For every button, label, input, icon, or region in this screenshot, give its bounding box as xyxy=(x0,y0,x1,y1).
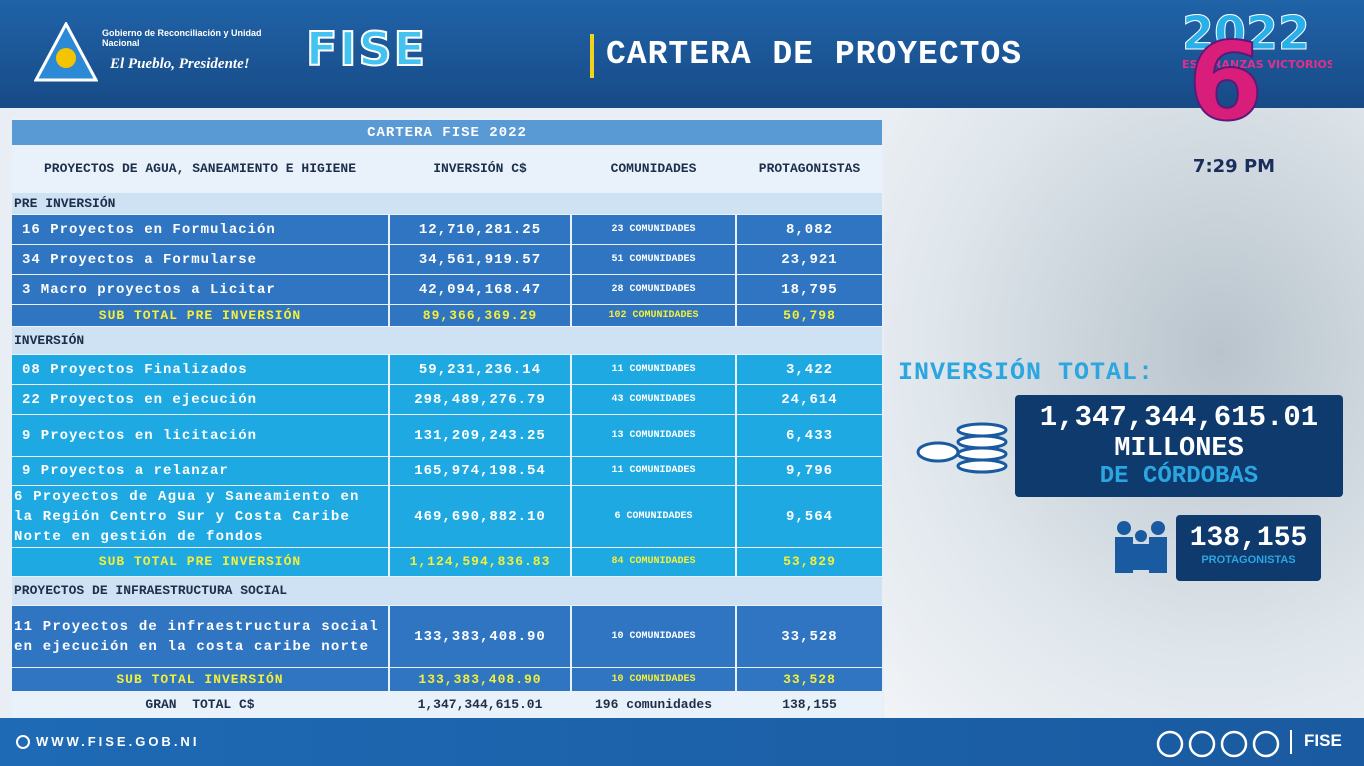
table-cell: 23,921 xyxy=(737,245,882,274)
table-cell: 28 COMUNIDADES xyxy=(572,275,735,304)
subtotal-cell: 53,829 xyxy=(737,548,882,576)
subtotal-cell: 10 COMUNIDADES xyxy=(572,668,735,691)
coins-icon xyxy=(916,422,1008,474)
divider xyxy=(590,34,594,78)
subtotal-cell: SUB TOTAL INVERSIÓN xyxy=(12,668,388,691)
gov-logo xyxy=(34,22,98,82)
table-cell: 12,710,281.25 xyxy=(390,215,570,244)
globe-icon xyxy=(16,735,30,749)
table-cell: 9,796 xyxy=(737,457,882,485)
table-cell: 13 COMUNIDADES xyxy=(572,415,735,456)
section-label: INVERSIÓN xyxy=(12,327,882,354)
column-header: PROYECTOS DE AGUA, SANEAMIENTO E HIGIENE xyxy=(12,146,388,192)
total-cell: GRAN TOTAL C$ xyxy=(12,692,388,718)
section-label: PROYECTOS DE INFRAESTRUCTURA SOCIAL xyxy=(12,577,882,605)
unit: DE CÓRDOBAS xyxy=(1099,463,1259,490)
table-cell: 11 COMUNIDADES xyxy=(572,355,735,384)
total-cell: 196 comunidades xyxy=(572,692,735,718)
table-cell: 34,561,919.57 xyxy=(390,245,570,274)
table-cell: 51 COMUNIDADES xyxy=(572,245,735,274)
table-cell: 131,209,243.25 xyxy=(390,415,570,456)
table-cell: 18,795 xyxy=(737,275,882,304)
clock: 7:29 PM xyxy=(1192,156,1276,177)
table-cell: 469,690,882.10 xyxy=(390,486,570,547)
table-cell: 43 COMUNIDADES xyxy=(572,385,735,414)
subtotal-cell: 84 COMUNIDADES xyxy=(572,548,735,576)
org-logo: FISE xyxy=(305,21,428,77)
channel-number: 6 xyxy=(1187,20,1264,145)
subtotal-cell: 133,383,408.90 xyxy=(390,668,570,691)
column-header: PROTAGONISTAS xyxy=(737,146,882,192)
photo-panel: INVERSIÓN TOTAL: 1,347,344,615.01 MILLON… xyxy=(884,108,1364,718)
table-cell: 9 Proyectos a relanzar xyxy=(12,457,388,485)
table-cell: 9,564 xyxy=(737,486,882,547)
table-cell: 59,231,236.14 xyxy=(390,355,570,384)
table-title: CARTERA FISE 2022 xyxy=(12,120,882,145)
section-label: PRE INVERSIÓN xyxy=(12,193,882,214)
people-label: PROTAGONISTAS xyxy=(1201,554,1296,566)
header: Gobierno de Reconciliación y Unidad Naci… xyxy=(0,0,1364,108)
subtotal-cell: 50,798 xyxy=(737,305,882,326)
table-cell: 11 Proyectos de infraestructura social e… xyxy=(12,606,388,667)
people-icon xyxy=(1115,521,1167,573)
subtotal-cell: 1,124,594,836.83 xyxy=(390,548,570,576)
subtotal-cell: 33,528 xyxy=(737,668,882,691)
subtotal-cell: 102 COMUNIDADES xyxy=(572,305,735,326)
table-cell: 10 COMUNIDADES xyxy=(572,606,735,667)
column-header: INVERSIÓN C$ xyxy=(390,146,570,192)
total-cell: 138,155 xyxy=(737,692,882,718)
table-cell: 6 Proyectos de Agua y Saneamiento en la … xyxy=(12,486,388,547)
footer-org: FISE xyxy=(1304,731,1342,750)
people: 138,155 xyxy=(1189,523,1308,554)
table-cell: 24,614 xyxy=(737,385,882,414)
table-cell: 6 COMUNIDADES xyxy=(572,486,735,547)
subtotal-cell: 89,366,369.29 xyxy=(390,305,570,326)
amount-box: 1,347,344,615.01 MILLONES DE CÓRDOBAS xyxy=(1015,395,1343,497)
people-box: 138,155 PROTAGONISTAS xyxy=(1176,515,1321,581)
table: CARTERA FISE 2022 PROYECTOS DE AGUA, SANE… xyxy=(12,118,882,718)
table-cell: 298,489,276.79 xyxy=(390,385,570,414)
table-cell: 3 Macro proyectos a Licitar xyxy=(12,275,388,304)
summary-label: INVERSIÓN TOTAL: xyxy=(898,358,1155,387)
unit: MILLONES xyxy=(1114,434,1244,464)
channel-logo: 2022 ESPERANZAS VICTORIOSAS! 6 7:29 PM xyxy=(1178,6,1334,186)
table-cell: 33,528 xyxy=(737,606,882,667)
table-cell: 133,383,408.90 xyxy=(390,606,570,667)
total-cell: 1,347,344,615.01 xyxy=(390,692,570,718)
table-cell: 23 COMUNIDADES xyxy=(572,215,735,244)
channel-year: 2022 xyxy=(1181,6,1311,61)
column-header: COMUNIDADES xyxy=(572,146,735,192)
table-cell: 3,422 xyxy=(737,355,882,384)
table-cell: 11 COMUNIDADES xyxy=(572,457,735,485)
table-cell: 6,433 xyxy=(737,415,882,456)
slogan: El Pueblo, Presidente! xyxy=(110,56,250,72)
channel-tagline: ESPERANZAS VICTORIOSAS! xyxy=(1182,58,1332,71)
table-cell: 165,974,198.54 xyxy=(390,457,570,485)
table-cell: 8,082 xyxy=(737,215,882,244)
page-title: CARTERA DE PROYECTOS xyxy=(606,36,1023,73)
subtotal-cell: SUB TOTAL PRE INVERSIÓN xyxy=(12,548,388,576)
table-cell: 42,094,168.47 xyxy=(390,275,570,304)
table-cell: 34 Proyectos a Formularse xyxy=(12,245,388,274)
amount: 1,347,344,615.01 xyxy=(1039,401,1319,434)
footer: WWW.FISE.GOB.NI FISE xyxy=(0,718,1364,766)
divider xyxy=(1290,730,1292,754)
table-cell: 16 Proyectos en Formulación xyxy=(12,215,388,244)
social-icons xyxy=(1156,730,1280,758)
gov-name: Gobierno de Reconciliación y Unidad Naci… xyxy=(102,28,262,48)
table-cell: 08 Proyectos Finalizados xyxy=(12,355,388,384)
url: WWW.FISE.GOB.NI xyxy=(36,734,200,749)
table-cell: 9 Proyectos en licitación xyxy=(12,415,388,456)
table-cell: 22 Proyectos en ejecución xyxy=(12,385,388,414)
subtotal-cell: SUB TOTAL PRE INVERSIÓN xyxy=(12,305,388,326)
